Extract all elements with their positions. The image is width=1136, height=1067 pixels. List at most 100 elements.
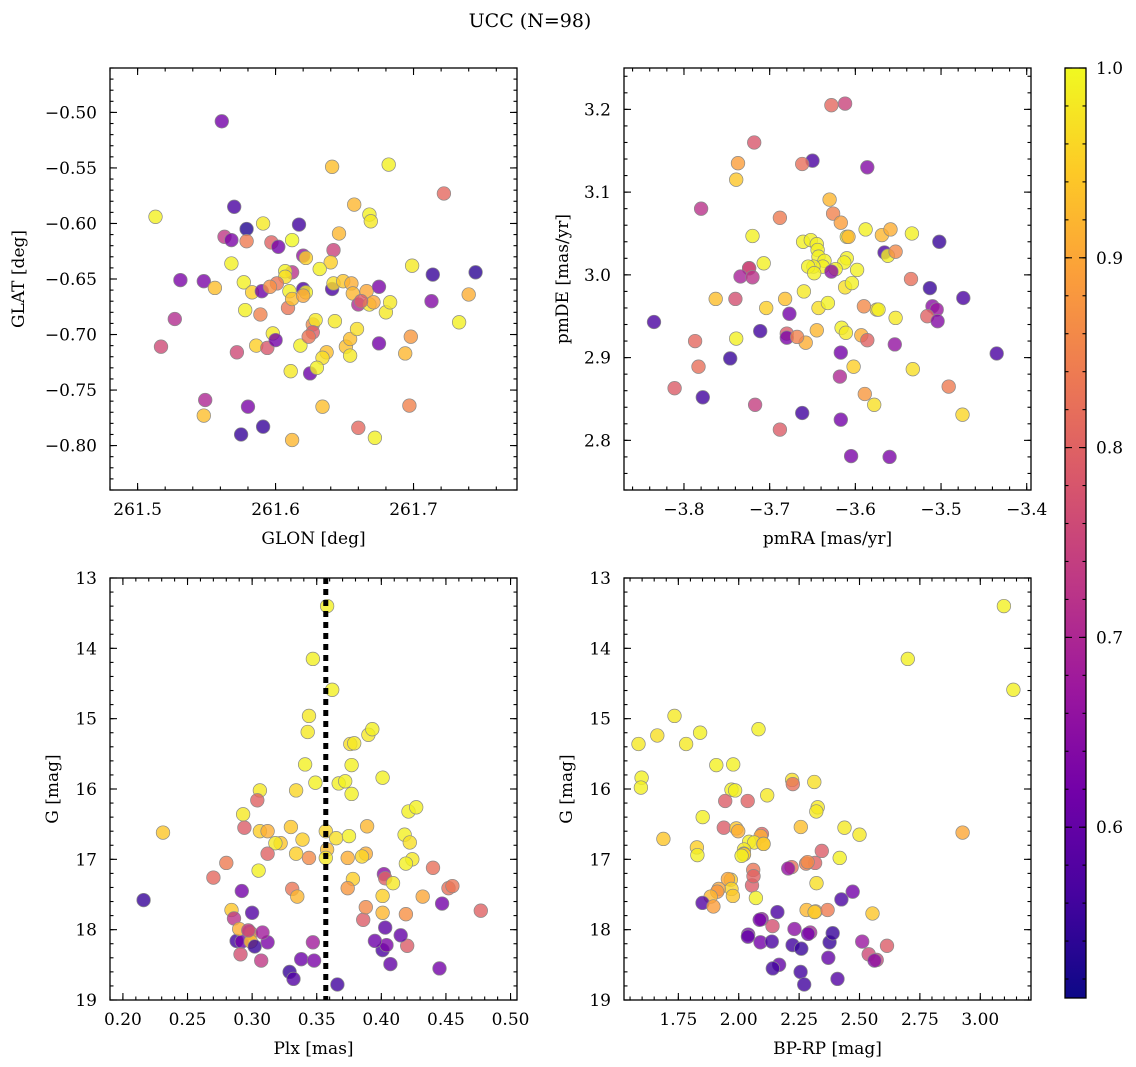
- data-point: [233, 427, 249, 442]
- data-point: [777, 291, 793, 307]
- data-point: [234, 883, 249, 899]
- data-point: [745, 228, 760, 244]
- data-point: [789, 329, 805, 345]
- data-point: [286, 971, 301, 987]
- data-point: [342, 331, 358, 347]
- data-point: [358, 900, 373, 915]
- data-point: [236, 275, 251, 290]
- data-point: [756, 256, 771, 271]
- data-point: [797, 977, 812, 992]
- data-point: [371, 279, 387, 294]
- data-point: [323, 255, 338, 270]
- data-point: [820, 295, 836, 311]
- data-point: [852, 827, 867, 842]
- data-point: [247, 939, 262, 954]
- data-point: [723, 351, 738, 366]
- data-point: [271, 239, 286, 254]
- x-tick-label: −3.4: [1006, 500, 1047, 520]
- data-point: [837, 820, 852, 835]
- data-point: [403, 329, 418, 344]
- y-tick-label: −0.55: [45, 159, 97, 179]
- x-tick-label: 0.30: [233, 1010, 271, 1030]
- data-point: [730, 156, 746, 171]
- data-point: [239, 221, 254, 237]
- data-point: [393, 928, 408, 943]
- y-tick-label: 14: [75, 639, 97, 659]
- data-point: [820, 902, 835, 918]
- data-point: [378, 920, 393, 935]
- data-point: [290, 889, 305, 904]
- data-point: [300, 724, 315, 740]
- data-point: [254, 953, 269, 968]
- data-point: [690, 847, 705, 863]
- y-tick-label: 13: [75, 569, 97, 589]
- data-point: [793, 964, 808, 980]
- data-point: [631, 736, 646, 752]
- data-point: [748, 890, 764, 906]
- data-point: [284, 432, 300, 448]
- data-point: [241, 923, 256, 938]
- data-point: [400, 938, 415, 953]
- y-tick-label: 19: [75, 991, 97, 1011]
- data-point: [359, 819, 375, 834]
- data-point: [196, 408, 211, 423]
- data-point: [678, 736, 694, 752]
- data-point: [708, 291, 723, 307]
- y-tick-label: 15: [75, 710, 97, 730]
- data-point: [425, 267, 440, 282]
- x-tick-label: 0.50: [492, 1010, 530, 1030]
- x-axis-label: pmRA [mas/yr]: [763, 529, 892, 549]
- data-point: [846, 359, 861, 374]
- panel-cmd: 1.75 2.00 2.25 2.50 2.75 3.00 13 14 15 16 17 18 19 BP…: [557, 569, 1032, 1059]
- data-point: [341, 828, 357, 844]
- data-point: [238, 302, 253, 318]
- data-point: [955, 825, 970, 840]
- y-tick-label: 17: [75, 850, 97, 870]
- y-tick-label: −0.65: [45, 270, 97, 290]
- x-axis-label: BP-RP [mag]: [773, 1039, 882, 1059]
- data-point: [795, 405, 810, 421]
- data-point: [857, 386, 872, 402]
- data-point: [860, 160, 875, 175]
- y-tick-label: 3.1: [584, 183, 611, 203]
- data-point: [331, 226, 347, 241]
- data-point: [727, 783, 743, 798]
- data-point: [255, 216, 271, 231]
- data-point: [356, 912, 371, 927]
- data-point: [338, 774, 353, 789]
- colorbar-tick-label: 0.7: [1096, 628, 1123, 648]
- data-point: [239, 234, 254, 249]
- y-tick-label: 16: [589, 780, 611, 800]
- data-point: [305, 651, 321, 667]
- x-tick-label: 2.50: [841, 1010, 879, 1030]
- data-point: [328, 831, 344, 846]
- data-point: [989, 346, 1004, 361]
- y-tick-label: 16: [75, 780, 97, 800]
- data-point: [716, 820, 731, 835]
- data-point: [229, 345, 245, 360]
- y-tick-label: 18: [589, 921, 611, 941]
- data-point: [301, 329, 316, 344]
- data-point: [822, 192, 837, 207]
- data-point: [765, 918, 780, 934]
- data-point: [224, 232, 239, 248]
- data-point: [347, 197, 362, 212]
- data-point: [255, 419, 271, 434]
- data-point: [382, 295, 398, 310]
- x-tick-label: 261.7: [389, 500, 438, 520]
- data-point: [251, 863, 266, 878]
- data-point: [363, 214, 378, 229]
- data-point: [237, 820, 252, 835]
- data-point: [291, 217, 307, 232]
- data-point: [821, 950, 836, 965]
- data-point: [800, 854, 815, 870]
- data-point: [383, 956, 398, 972]
- colorbar-tick-label: 0.8: [1096, 439, 1123, 459]
- data-point: [297, 757, 313, 772]
- data-point: [728, 291, 743, 307]
- data-point: [832, 850, 847, 866]
- data-point: [398, 856, 414, 871]
- data-point: [367, 430, 383, 445]
- data-point: [207, 280, 223, 296]
- data-point: [306, 953, 322, 968]
